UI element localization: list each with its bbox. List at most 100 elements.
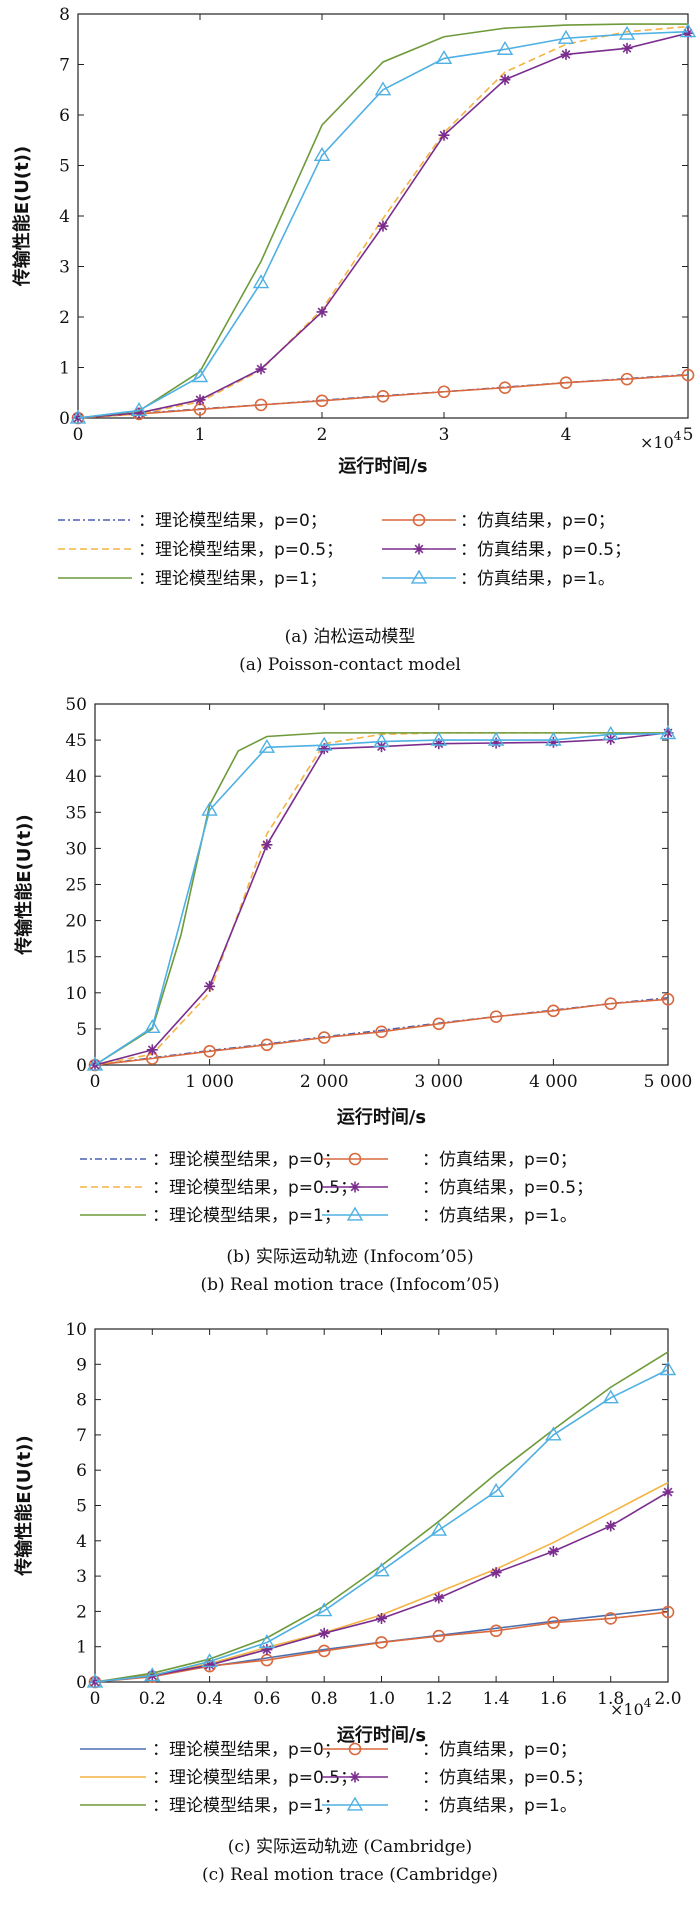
- data-point: [144, 1019, 161, 1034]
- chart-2: 0 1 000 2 000 3 000 4 000 5 000 0 5 10 15 20 25 30 35…: [13, 695, 692, 1295]
- legend-label: ：仿真结果，p=1。: [422, 1796, 577, 1816]
- y-tick-label: 6: [59, 106, 70, 126]
- series-line: [94, 998, 669, 1066]
- series-line: [94, 732, 668, 1066]
- data-point: [662, 1486, 674, 1498]
- data-point: [316, 306, 328, 318]
- series-5: [94, 732, 668, 1066]
- y-tick-label: 9: [76, 1355, 87, 1375]
- y-tick-label: 4: [59, 207, 70, 227]
- legend-marker: [346, 1796, 364, 1811]
- data-point: [489, 1624, 503, 1638]
- series-3: [77, 25, 689, 419]
- data-point: [315, 1602, 333, 1617]
- y-tick-label: 0: [76, 1056, 87, 1076]
- x-tick-label: 5: [683, 425, 694, 445]
- data-point: [547, 1545, 559, 1557]
- legend-label: ：理论模型结果，p=0；: [152, 1740, 341, 1760]
- legend-label: ：理论模型结果，p=0；: [152, 1150, 341, 1170]
- x-axis-multiplier: ×104: [640, 429, 682, 452]
- data-point: [318, 1627, 330, 1639]
- data-point: [86, 1673, 104, 1688]
- y-tick-label: 45: [65, 731, 87, 751]
- data-point: [490, 737, 502, 749]
- data-point: [133, 407, 145, 419]
- data-point: [201, 1653, 218, 1668]
- y-tick-label: 30: [65, 839, 87, 859]
- x-tick-label: 3 000: [414, 1072, 463, 1092]
- legend-item: ：理论模型结果，p=0.5；: [58, 540, 343, 560]
- series-line: [94, 1611, 669, 1683]
- series-line: [77, 23, 688, 419]
- legend-label: ：理论模型结果，p=0.5；: [152, 1768, 357, 1788]
- legend-label: ：仿真结果，p=1。: [422, 1206, 577, 1226]
- y-axis-title: 传输性能E(U(t)): [13, 814, 35, 955]
- legend-label: ：理论模型结果，p=0；: [138, 511, 327, 531]
- series-4: [72, 27, 694, 424]
- series-6: [86, 725, 677, 1071]
- legend-item: ：理论模型结果，p=1；: [58, 569, 327, 589]
- series-5: [77, 23, 688, 419]
- chart-3: 0 0.2 0.4 0.6 0.8 1.0 1.2 1.4 1.6 1.8 2.0 0 1 2 3 4 5 6 7 8…: [13, 1320, 682, 1885]
- data-point: [146, 1044, 158, 1056]
- y-tick-label: 20: [65, 912, 87, 932]
- y-tick-label: 2: [59, 308, 70, 328]
- data-point: [194, 394, 206, 406]
- series-line: [94, 1351, 669, 1683]
- legend-item: ：仿真结果，p=0；: [322, 1740, 577, 1760]
- data-point: [659, 725, 677, 740]
- data-point: [255, 363, 267, 375]
- data-point: [318, 743, 330, 755]
- y-tick-label: 2: [76, 1602, 87, 1622]
- legend-label: ：仿真结果，p=0.5；: [422, 1768, 593, 1788]
- x-tick-label: 1 000: [185, 1072, 234, 1092]
- data-point: [203, 1044, 216, 1058]
- data-point: [377, 220, 389, 232]
- legend-item: ：理论模型结果，p=0.5；: [80, 1178, 357, 1198]
- data-point: [315, 736, 333, 751]
- caption-cn: (b) 实际运动轨迹 (Infocom’05): [226, 1247, 473, 1267]
- y-tick-label: 10: [65, 1320, 87, 1340]
- legend-item: ：仿真结果，p=0.5；: [322, 1178, 593, 1198]
- y-tick-label: 3: [76, 1567, 87, 1587]
- y-tick-label: 25: [65, 876, 87, 896]
- y-axis-title: 传输性能E(U(t)): [11, 146, 33, 287]
- caption-en: (c) Real motion trace (Cambridge): [202, 1865, 498, 1885]
- series-4: [89, 727, 674, 1071]
- data-point: [604, 997, 618, 1010]
- data-point: [375, 1025, 388, 1039]
- data-point: [376, 389, 390, 403]
- data-point: [374, 81, 392, 96]
- series-line: [77, 30, 689, 419]
- legend-label: ：理论模型结果，p=0.5；: [138, 540, 343, 560]
- x-tick-label: 3: [439, 425, 450, 445]
- data-point: [254, 398, 268, 412]
- series-line: [77, 25, 689, 419]
- y-tick-label: 5: [76, 1020, 87, 1040]
- data-point: [679, 23, 697, 38]
- series-3: [94, 732, 668, 1066]
- data-point: [258, 738, 276, 753]
- legend-label: ：理论模型结果，p=0.5；: [152, 1178, 357, 1198]
- legend-item: ：理论模型结果，p=0.5；: [80, 1768, 357, 1788]
- x-tick-label: 1: [195, 425, 206, 445]
- legend-item: ：理论模型结果，p=0；: [58, 511, 327, 531]
- legend-item: ：仿真结果，p=0；: [382, 511, 615, 531]
- data-point: [433, 738, 445, 750]
- x-tick-label: 0: [73, 425, 84, 445]
- data-point: [86, 1056, 104, 1071]
- y-tick-label: 7: [59, 56, 70, 76]
- data-point: [560, 48, 572, 60]
- y-tick-label: 15: [65, 948, 87, 968]
- legend-label: ：仿真结果，p=1。: [460, 569, 615, 589]
- data-point: [604, 1612, 618, 1625]
- legend-item: ：仿真结果，p=0.5；: [322, 1768, 593, 1788]
- data-point: [661, 1605, 675, 1619]
- series-line: [94, 732, 668, 1066]
- data-point: [605, 1520, 617, 1532]
- data-point: [317, 1644, 331, 1658]
- y-axis-title: 传输性能E(U(t)): [13, 1435, 35, 1576]
- data-point: [545, 1426, 562, 1441]
- series-2: [88, 992, 675, 1072]
- data-point: [498, 381, 512, 395]
